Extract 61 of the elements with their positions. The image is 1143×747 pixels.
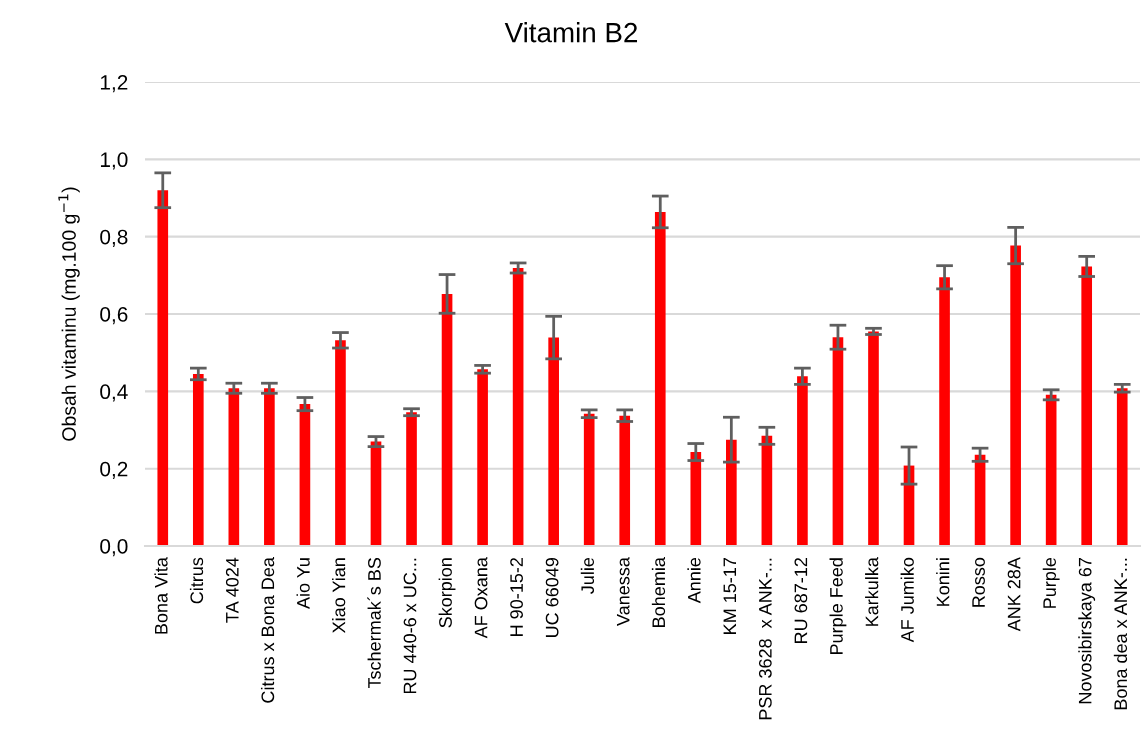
x-tick-label: Skorpion bbox=[438, 558, 456, 628]
bar bbox=[868, 331, 879, 546]
y-axis-title: Obsah vitaminu (mg.100 g$^{−1}$) bbox=[58, 187, 80, 441]
bar bbox=[512, 267, 524, 546]
x-tick-label: Xiao Yian bbox=[332, 558, 346, 633]
bar bbox=[583, 413, 595, 546]
x-tick-label: AF Jumiko bbox=[900, 557, 914, 643]
x-tick-label: Bohemia bbox=[651, 557, 666, 627]
y-tick-label: 0,4 bbox=[100, 384, 128, 402]
bar bbox=[406, 412, 417, 546]
bar bbox=[1010, 245, 1021, 546]
x-tick-label: Tschermak´s BS bbox=[367, 557, 381, 689]
x-tick-label: Julie bbox=[580, 557, 595, 594]
y-tick-label: 1,0 bbox=[100, 152, 128, 170]
x-tick-label: Konini bbox=[936, 558, 950, 606]
x-tick-label: PSR 3628 x ANK-... bbox=[758, 558, 772, 720]
y-tick-label: 1,2 bbox=[100, 75, 128, 93]
bar bbox=[228, 388, 240, 546]
bar bbox=[832, 337, 844, 546]
x-tick-label: Citrus bbox=[189, 557, 204, 604]
y-tick-label: 0,2 bbox=[100, 461, 128, 479]
x-tick-label: Novosibirskaya 67 bbox=[1078, 558, 1096, 704]
bar bbox=[1081, 266, 1093, 546]
x-tick-label: UC 66049 bbox=[545, 557, 559, 638]
x-tick-label: Purple bbox=[1042, 557, 1060, 608]
bar bbox=[797, 376, 808, 546]
x-tick-label: Rosso bbox=[972, 557, 985, 607]
bar bbox=[726, 439, 737, 546]
bar bbox=[157, 190, 169, 546]
x-tick-label: RU 440-6 x UC... bbox=[403, 558, 417, 694]
x-tick-label: Annie bbox=[687, 557, 701, 604]
x-tick-label: Citrus x Bona Dea bbox=[260, 557, 275, 703]
x-tick-label: KM 15-17 bbox=[723, 558, 737, 634]
x-tick-label: H 90-15-2 bbox=[510, 558, 523, 636]
x-tick-label: Bona Vita bbox=[154, 557, 168, 634]
bar bbox=[1116, 388, 1128, 546]
bar bbox=[939, 277, 950, 546]
bar bbox=[299, 404, 311, 546]
y-tick-label: 0,8 bbox=[100, 229, 128, 247]
x-tick-label: TA 4024 bbox=[225, 557, 239, 623]
x-tick-label: Bona dea x ANK-... bbox=[1113, 558, 1128, 710]
bar bbox=[619, 415, 631, 546]
bar bbox=[690, 452, 702, 546]
bar bbox=[192, 373, 204, 546]
x-tick-label: Purple Feed bbox=[829, 558, 847, 654]
x-tick-label: ANK 28A bbox=[1007, 557, 1021, 632]
x-tick-label: Vanessa bbox=[616, 557, 630, 626]
x-tick-label: AF Oxana bbox=[474, 557, 488, 639]
bar bbox=[548, 337, 559, 546]
y-tick-label: 0,0 bbox=[100, 539, 128, 557]
x-tick-label: Karkulka bbox=[865, 557, 879, 626]
bar bbox=[335, 340, 346, 546]
bar bbox=[654, 211, 666, 546]
y-tick-label: 0,6 bbox=[100, 307, 128, 325]
x-tick-label: RU 687-12 bbox=[794, 558, 808, 643]
x-tick-label: Aio Yu bbox=[296, 558, 310, 609]
bar bbox=[1045, 394, 1057, 546]
bar bbox=[441, 293, 453, 546]
chart-title: Vitamin B2 bbox=[504, 22, 638, 43]
bar bbox=[264, 388, 275, 546]
bar bbox=[477, 369, 488, 546]
